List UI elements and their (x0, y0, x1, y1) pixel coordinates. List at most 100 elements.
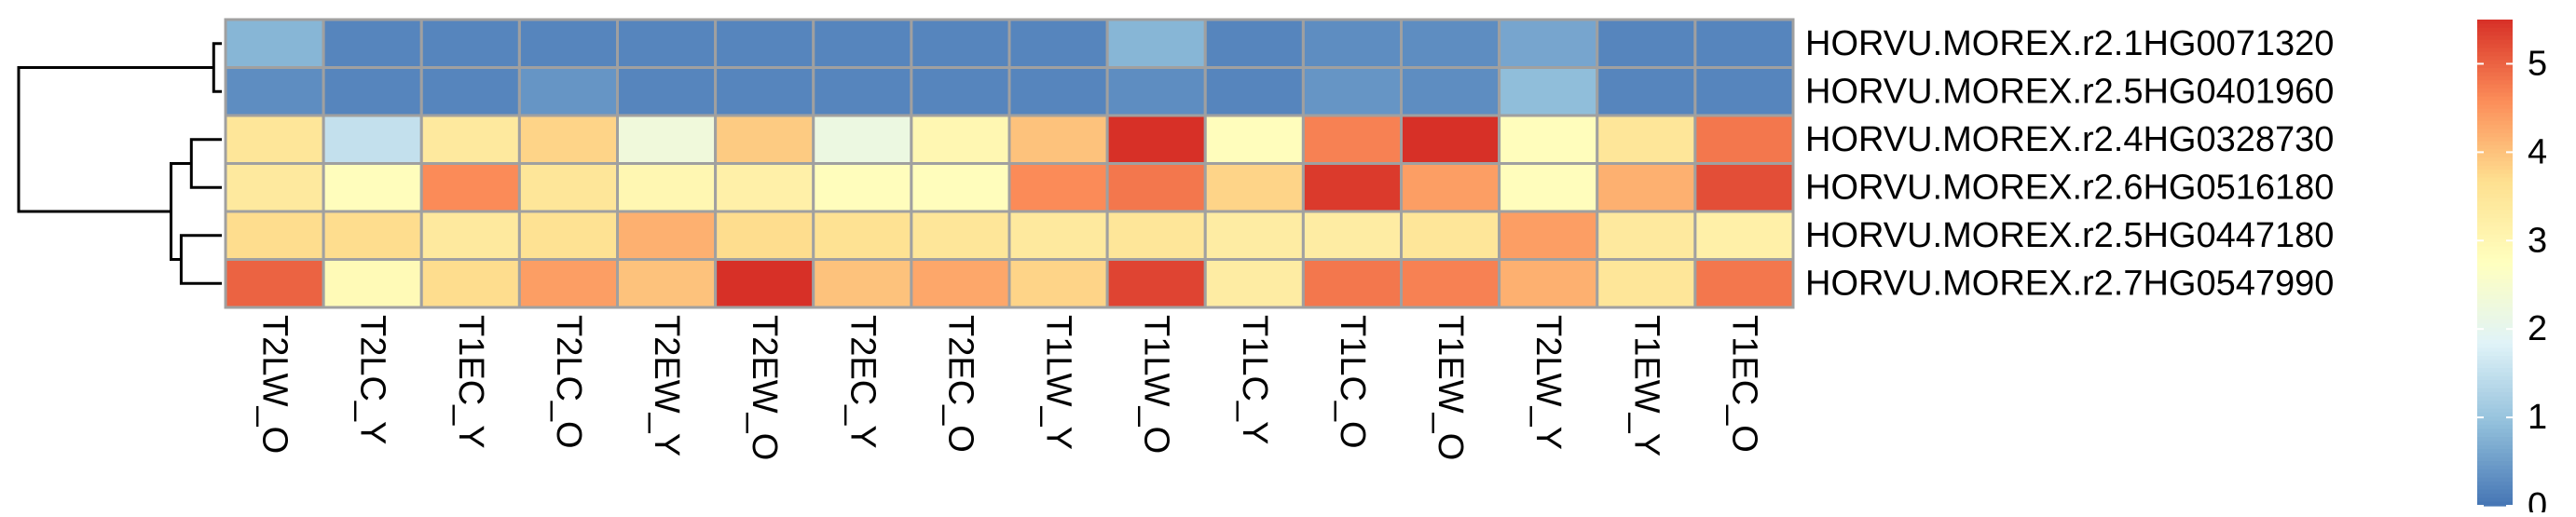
legend-gradient-step (2477, 238, 2513, 243)
heatmap-cell (812, 114, 913, 165)
legend-gradient-step (2477, 429, 2513, 434)
heatmap-cell (910, 114, 1011, 165)
legend-gradient-step (2477, 51, 2513, 57)
legend-gradient-step (2477, 477, 2513, 483)
heatmap-cell (1596, 210, 1697, 261)
heatmap-cell (322, 114, 423, 165)
heatmap-cell (616, 18, 718, 69)
column-label: T2EW_Y (647, 315, 686, 456)
heatmap-cell (1301, 66, 1403, 117)
legend-gradient-step (2477, 242, 2513, 248)
legend-gradient-step (2477, 282, 2513, 288)
legend-gradient-step (2477, 197, 2513, 203)
legend-gradient-step (2477, 294, 2513, 300)
heatmap-cell (1596, 66, 1697, 117)
legend-gradient-step (2477, 92, 2513, 98)
legend-gradient-step (2477, 263, 2513, 267)
legend-gradient-step (2477, 75, 2513, 81)
heatmap-cell (1105, 18, 1207, 69)
legend-gradient-step (2477, 120, 2513, 126)
legend-gradient-step (2477, 351, 2513, 357)
legend-gradient-step (2477, 453, 2513, 458)
heatmap-cell (616, 210, 718, 261)
column-label: T2LC_O (549, 315, 588, 449)
legend-gradient-step (2477, 194, 2513, 198)
column-labels: T2LW_O T2LC_Y T1EC_Y T2LC_O T2EW_Y T2EW_O T2EC… (255, 315, 1764, 460)
legend-gradient-step (2477, 132, 2513, 138)
legend-gradient-step (2477, 104, 2513, 110)
heatmap-cell (517, 210, 619, 261)
legend-gradient-step (2477, 254, 2513, 260)
dendrogram-link (179, 234, 222, 285)
legend-gradient-step (2477, 250, 2513, 255)
row-label: HORVU.MOREX.r2.6HG0516180 (1805, 168, 2334, 207)
heatmap-cell (517, 66, 619, 117)
column-label: T2EC_Y (843, 315, 882, 449)
legend-gradient-step (2477, 177, 2513, 183)
heatmap-cell (322, 18, 423, 69)
legend-gradient-step (2477, 275, 2513, 279)
dendrogram-link (212, 42, 222, 93)
heatmap-cell (224, 210, 325, 261)
legend-gradient-step (2477, 161, 2513, 167)
heatmap-cell (1301, 210, 1403, 261)
dendrogram-link (17, 66, 214, 213)
heatmap-cell (714, 18, 815, 69)
legend-gradient-step (2477, 116, 2513, 122)
legend-gradient-step (2477, 225, 2513, 231)
legend-gradient-step (2477, 173, 2513, 179)
legend-gradient-step (2477, 213, 2513, 219)
legend-gradient-step (2477, 108, 2513, 114)
heatmap-cell (910, 162, 1011, 213)
heatmap-cell (812, 162, 913, 213)
heatmap-cell (1693, 114, 1795, 165)
legend-gradient-step (2477, 35, 2513, 41)
legend-tick-label: 5 (2528, 44, 2547, 83)
legend-gradient-step (2477, 201, 2513, 207)
heatmap-cell (812, 210, 913, 261)
legend-gradient-step (2477, 20, 2513, 24)
legend-gradient-step (2477, 230, 2513, 236)
row-label: HORVU.MOREX.r2.1HG0071320 (1805, 24, 2334, 63)
legend-gradient-step (2477, 246, 2513, 252)
heatmap-cell (1203, 66, 1305, 117)
heatmap-cell (910, 66, 1011, 117)
legend-gradient-step (2477, 96, 2513, 102)
heatmap-cell (1498, 18, 1599, 69)
heatmap-cell (224, 66, 325, 117)
heatmap-cell (1400, 114, 1501, 165)
legend-gradient-step (2477, 266, 2513, 272)
heatmap-cell (1203, 18, 1305, 69)
legend-gradient-step (2477, 125, 2513, 130)
legend-gradient-step (2477, 156, 2513, 162)
legend-gradient-step (2477, 315, 2513, 320)
legend-gradient-step (2477, 144, 2513, 150)
heatmap-cell (1498, 162, 1599, 213)
legend-gradient-step (2477, 80, 2513, 86)
legend-gradient-step (2477, 39, 2513, 45)
heatmap-cell (1301, 258, 1403, 309)
legend-gradient-step (2477, 101, 2513, 105)
heatmap-cell (714, 162, 815, 213)
legend-gradient-step (2477, 189, 2513, 195)
heatmap-cell (1203, 258, 1305, 309)
heatmap-cell (1105, 162, 1207, 213)
legend-gradient-step (2477, 408, 2513, 414)
legend-gradient-step (2477, 218, 2513, 224)
color-legend: 0 1 2 3 4 5 (2477, 20, 2547, 517)
legend-gradient-step (2477, 412, 2513, 417)
heatmap-cell (1203, 162, 1305, 213)
legend-gradient-step (2477, 323, 2513, 329)
legend-gradient-step (2477, 32, 2513, 36)
legend-gradient-step (2477, 291, 2513, 296)
legend-gradient-step (2477, 360, 2513, 365)
column-label: T1LW_Y (1039, 315, 1078, 450)
heatmap-cell (1596, 114, 1697, 165)
column-label: T1LW_O (1137, 315, 1176, 454)
legend-gradient-step (2477, 153, 2513, 158)
row-label: HORVU.MOREX.r2.5HG0401960 (1805, 72, 2334, 111)
legend-tick-label: 4 (2528, 132, 2547, 171)
heatmap-cell (1301, 162, 1403, 213)
legend-gradient-step (2477, 137, 2513, 143)
legend-gradient-step (2477, 299, 2513, 305)
